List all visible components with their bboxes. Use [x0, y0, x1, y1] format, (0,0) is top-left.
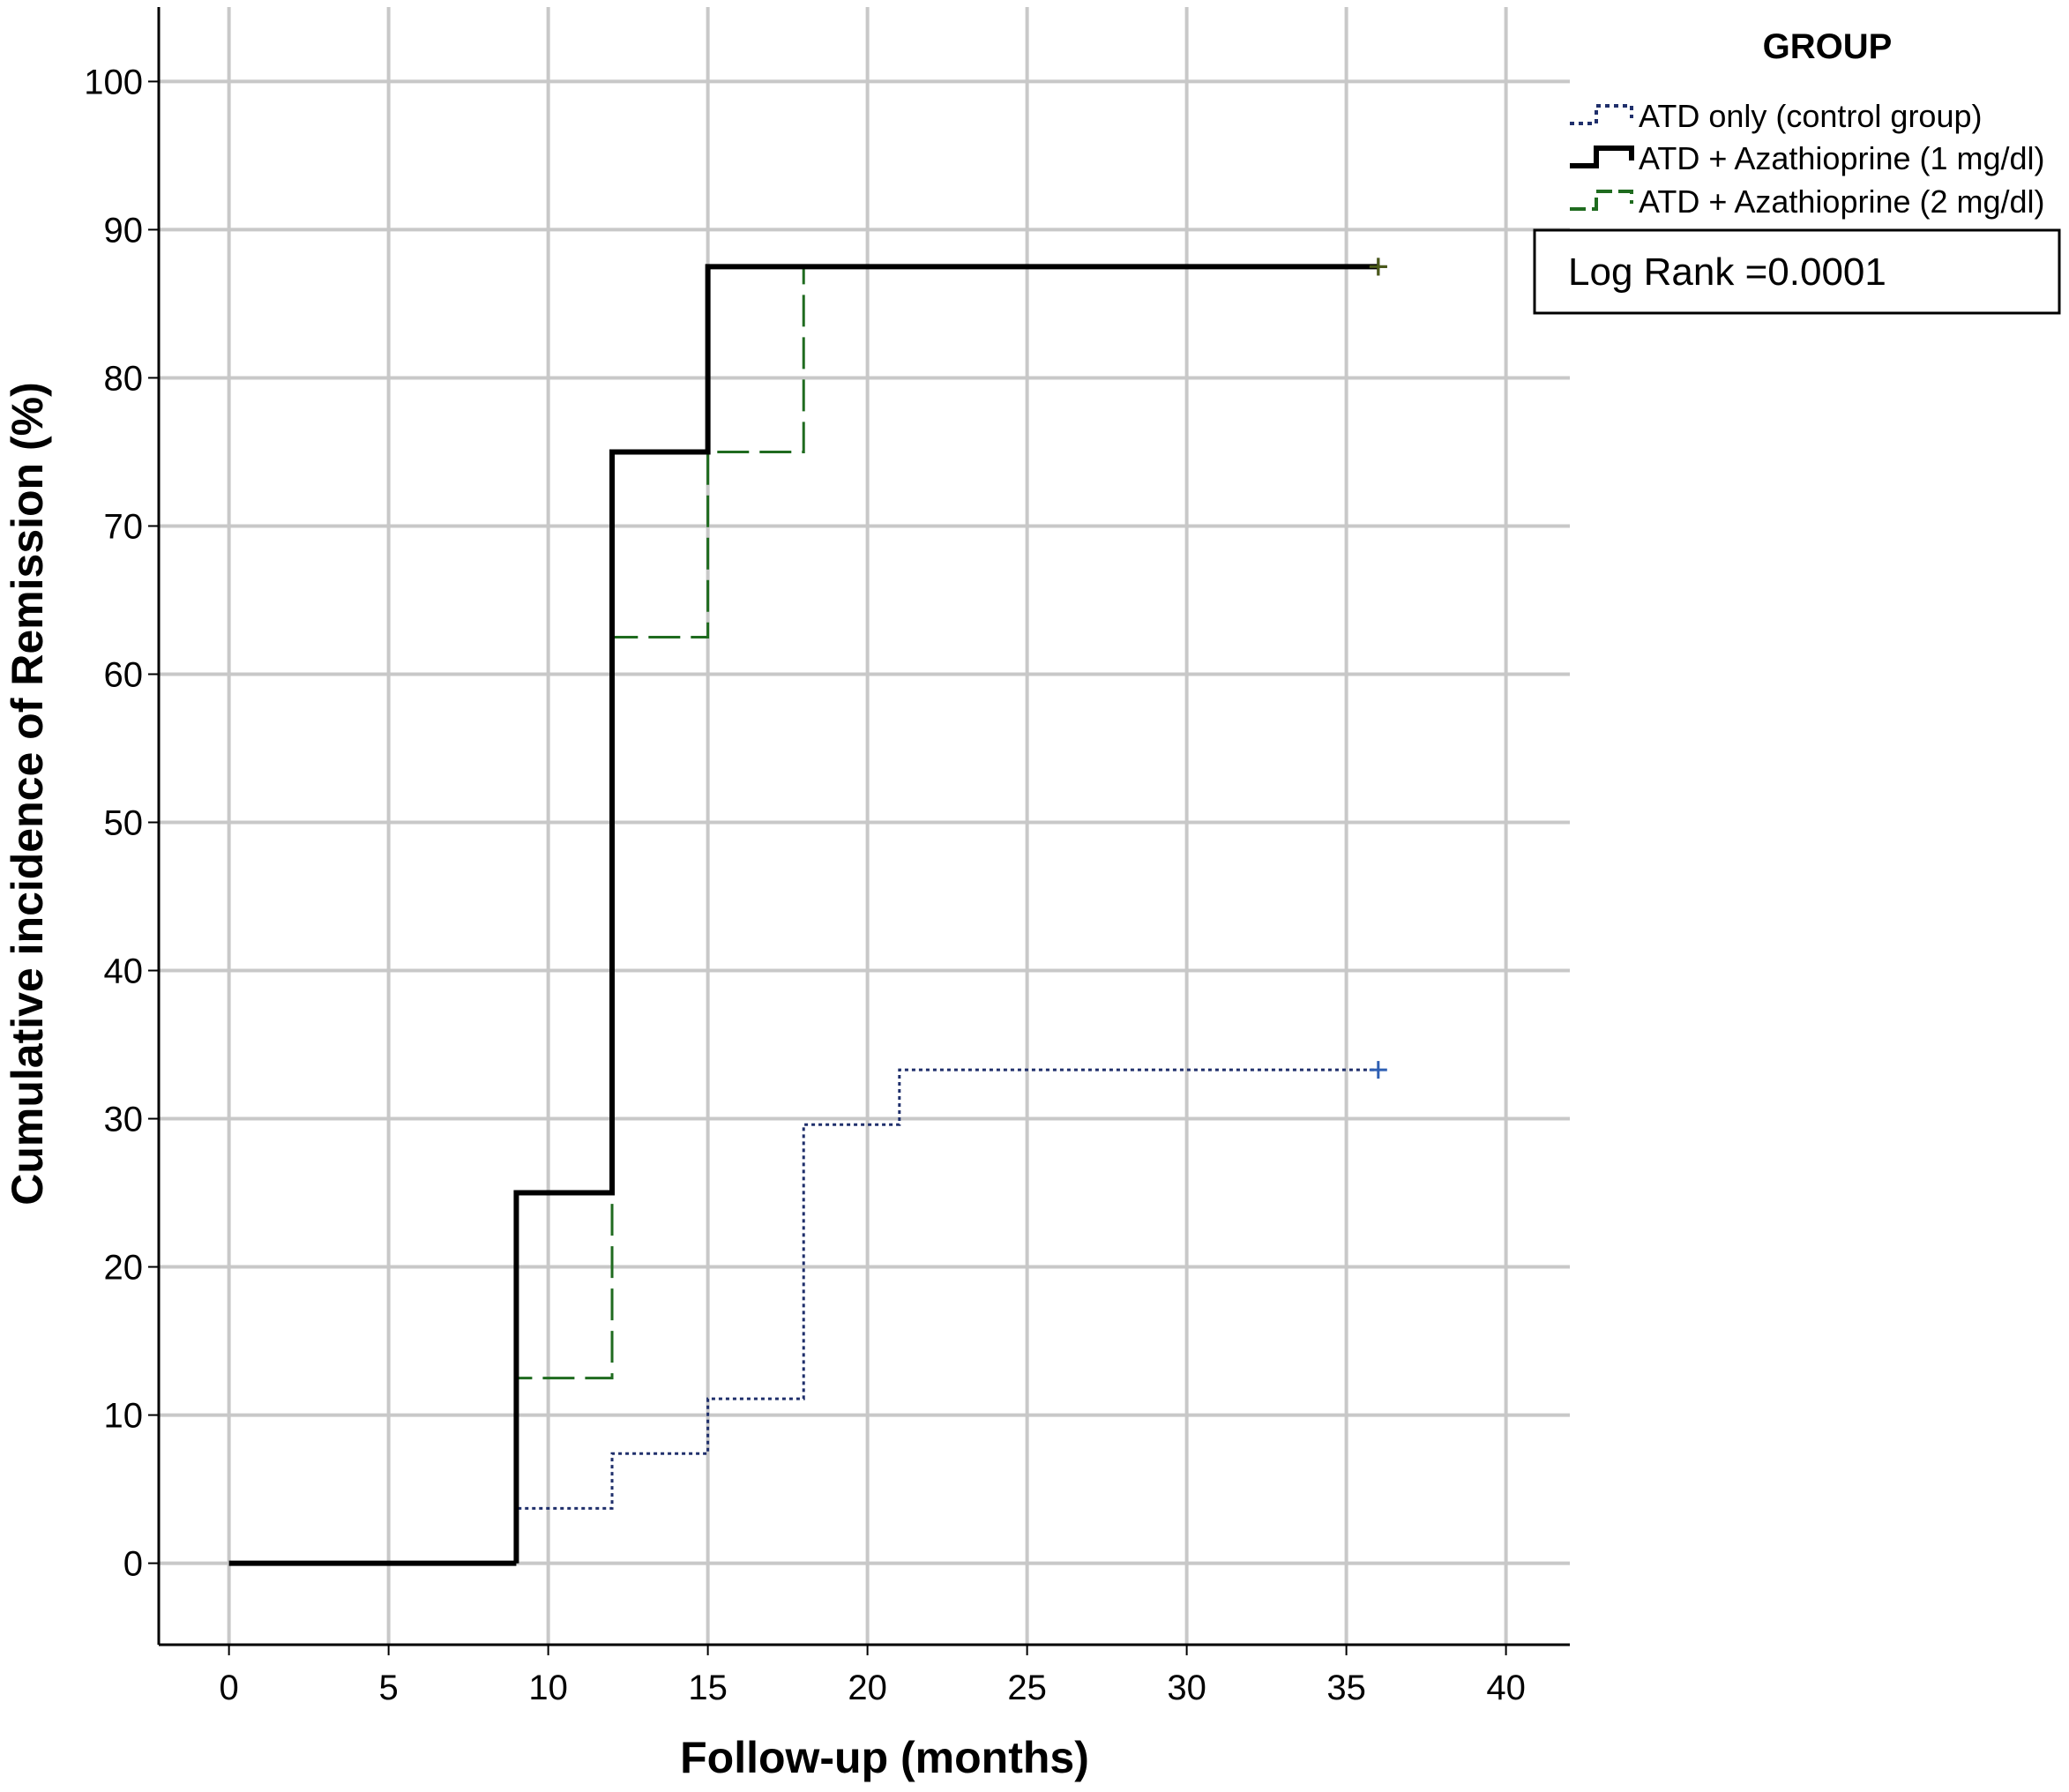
x-tick-label: 20 — [848, 1669, 887, 1707]
y-axis-ticks: 0 10 20 30 40 50 60 70 80 90 100 — [84, 63, 159, 1584]
y-tick-label: 70 — [104, 507, 144, 546]
x-tick-label: 35 — [1326, 1669, 1366, 1707]
x-axis-label: Follow-up (months) — [680, 1733, 1089, 1782]
legend-swatch-1 — [1570, 104, 1633, 125]
y-axis-label: Cumulative incidence of Remission (%) — [3, 382, 52, 1206]
legend-swatch-2 — [1570, 146, 1634, 168]
legend-swatch-3 — [1570, 190, 1633, 211]
legend-label-1: ATD only (control group) — [1639, 98, 1982, 134]
y-tick-label: 30 — [104, 1101, 144, 1139]
y-tick-label: 100 — [84, 63, 143, 101]
censor-marks — [1369, 258, 1387, 1079]
x-tick-label: 30 — [1167, 1669, 1206, 1707]
legend-label-2: ATD + Azathioprine (1 mg/dl) — [1639, 140, 2045, 176]
x-tick-label: 25 — [1007, 1669, 1047, 1707]
log-rank-box: Log Rank =0.0001 — [1533, 228, 2061, 315]
y-tick-label: 90 — [104, 211, 144, 250]
x-tick-label: 5 — [379, 1669, 399, 1707]
axes — [157, 7, 1570, 1646]
x-tick-label: 0 — [220, 1669, 239, 1707]
x-tick-label: 40 — [1486, 1669, 1526, 1707]
y-tick-label: 50 — [104, 804, 144, 843]
y-tick-label: 80 — [104, 359, 144, 398]
y-tick-label: 20 — [104, 1249, 144, 1288]
grid — [159, 7, 1570, 1645]
y-tick-label: 60 — [104, 655, 144, 694]
legend: GROUP ATD only (control group) ATD + Azat… — [1570, 27, 2045, 220]
x-tick-label: 10 — [528, 1669, 568, 1707]
legend-title: GROUP — [1763, 27, 1893, 66]
y-tick-label: 10 — [104, 1397, 144, 1436]
x-axis-ticks: 0 5 10 15 20 25 30 35 40 — [220, 1645, 1526, 1707]
y-tick-label: 40 — [104, 952, 144, 991]
series-line-2 — [513, 264, 1378, 1564]
series-line-1 — [514, 1068, 1378, 1564]
log-rank-text: Log Rank =0.0001 — [1568, 250, 1886, 294]
legend-label-3: ATD + Azathioprine (2 mg/dl) — [1639, 183, 2045, 220]
x-tick-label: 15 — [688, 1669, 728, 1707]
series-lines — [228, 264, 1378, 1566]
legend-items: ATD only (control group) ATD + Azathiopri… — [1570, 98, 2045, 220]
y-tick-label: 0 — [123, 1545, 143, 1584]
series-line-3 — [514, 265, 1378, 1564]
